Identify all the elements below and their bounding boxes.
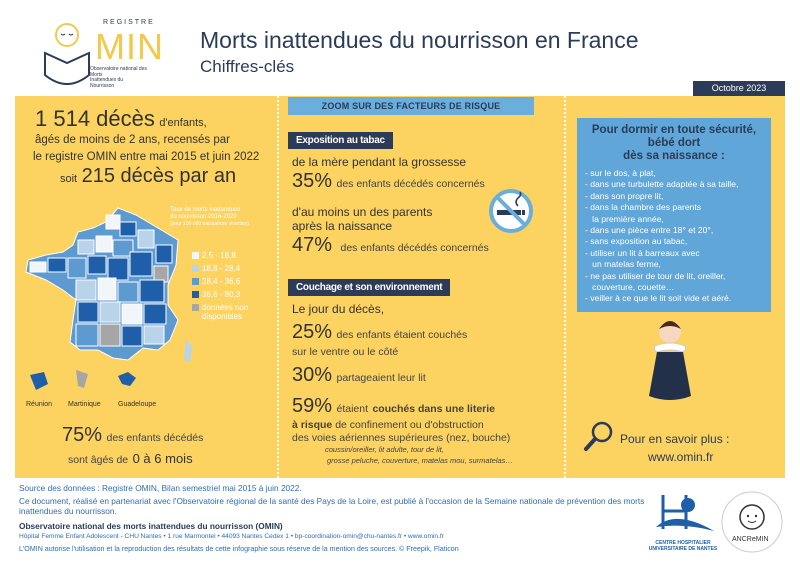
legend-item: données non disponibles — [192, 303, 272, 321]
stat-pct: 25% — [292, 321, 333, 343]
stat-pct: 59% — [292, 395, 333, 417]
page-subtitle: Chiffres-clés — [200, 57, 295, 76]
couchage-stat: 25% des enfants étaient couchés — [292, 322, 467, 344]
corsica — [184, 340, 192, 362]
section-couchage: Couchage et son environnement — [288, 279, 451, 296]
stat-text: partageaient leur lit — [336, 372, 426, 384]
no-smoking-icon — [489, 189, 533, 233]
stat-pct: 30% — [292, 364, 333, 386]
deaths-summary: 1 514 décès d'enfants, âgés de moins de … — [33, 106, 275, 188]
safe-sleep-tip: - dans une turbulette adaptée à sa taill… — [585, 179, 739, 190]
tabac-line: après la naissance — [292, 219, 393, 233]
territory-label: Réunion — [26, 401, 53, 408]
territory-label: Martinique — [68, 401, 101, 408]
age-pct: 75% — [62, 424, 103, 446]
stat-bold: à risque — [292, 419, 333, 431]
safe-sleep-tip: - veiller à ce que le lit soit vide et a… — [585, 293, 732, 304]
martinique — [76, 370, 88, 388]
safe-sleep-tip: couverture, couette… — [585, 282, 675, 293]
france-map — [25, 207, 192, 390]
safe-sleep-tip: - dans la chambre des parents — [585, 202, 702, 213]
source-note: Source des données : Registre OMIN, Bila… — [19, 483, 302, 493]
stat-pct: 47% — [292, 234, 333, 256]
safe-sleep-tip: - ne pas utiliser de tour de lit, oreill… — [585, 270, 726, 281]
org-address: Hôpital Femme Enfant Adolescent - CHU Na… — [19, 533, 444, 540]
omin-website-link[interactable]: www.omin.fr — [648, 450, 714, 464]
age-text: des enfants décédés — [106, 432, 204, 444]
tabac-line: de la mère pendant la grossesse — [292, 155, 467, 169]
tabac-stat: 35% des enfants décédés concernés — [292, 171, 485, 193]
stat-text: de confinement ou d'obstruction — [335, 419, 484, 431]
logo-registre: REGISTRE — [103, 19, 155, 26]
logo-name: MIN — [95, 26, 164, 67]
logo-subtitle: Observatoire national des Morts Inattendue… — [90, 66, 147, 89]
divider — [277, 96, 279, 478]
stat-text: étaient — [336, 403, 369, 415]
legend-item: 36,6 - 80,3 — [192, 290, 272, 299]
deaths-line: le registre OMIN entre mai 2015 et juin … — [33, 151, 260, 163]
age-range: 0 à 6 mois — [132, 451, 193, 466]
ancremin-logo: ANCReMIN — [720, 490, 784, 554]
deaths-number: 1 514 décès — [35, 106, 155, 131]
per-year-prefix: soit — [60, 173, 78, 185]
stat-text: des enfants décédés concernés — [336, 178, 485, 190]
legend-item: 2,5 - 18,8 — [192, 251, 272, 260]
org-name: Observatoire national des morts inattend… — [19, 521, 283, 531]
chu-nantes-logo: CENTRE HOSPITALIER UNIVERSITAIRE DE NANT… — [648, 493, 718, 553]
divider — [564, 96, 566, 478]
safe-sleep-tip: - dans une pièce entre 18° et 20°, — [585, 225, 714, 236]
per-year: 215 décès par an — [81, 165, 237, 187]
safe-sleep-box: Pour dormir en toute sécurité, bébé dort d… — [577, 118, 771, 312]
literie-examples: grosse peluche, couverture, matelas mou,… — [327, 456, 513, 465]
safe-sleep-tip: - utiliser un lit à barreaux avec — [585, 247, 700, 258]
couchage-line: sur le ventre ou le côté — [292, 346, 399, 358]
deaths-line: âgés de moins de 2 ans, recensés par — [35, 134, 230, 146]
stat-bold: couchés dans une literie — [372, 403, 496, 415]
partner-note: Ce document, réalisé en partenariat avec… — [19, 496, 645, 516]
more-info-label: Pour en savoir plus : — [620, 432, 730, 446]
legend-item: 18,8 - 28,4 — [192, 264, 272, 273]
risk-banner: ZOOM SUR DES FACTEURS DE RISQUE — [288, 97, 534, 115]
stat-text: des enfants décédés concernés — [340, 242, 489, 254]
age-stat: 75% des enfants décédés — [62, 425, 203, 446]
safe-sleep-tip: - sans exposition au tabac, — [585, 236, 688, 247]
safe-sleep-tip: - dans son propre lit, — [585, 190, 664, 201]
baby-logo-icon — [44, 23, 90, 85]
territory-label: Guadeloupe — [118, 401, 157, 408]
safe-sleep-title: Pour dormir en toute sécurité, bébé dort d… — [591, 124, 757, 162]
age-line2: sont âgés de 0 à 6 mois — [68, 451, 193, 467]
map-legend-title: Taux de morts inattendues du nourrisson 2… — [170, 207, 249, 227]
rights-note: L'OMIN autorise l'utilisation et la repr… — [19, 545, 459, 553]
couchage-stat: 59% étaient couchés dans une literie — [292, 396, 495, 418]
age-prefix: sont âgés de — [68, 454, 129, 466]
guadeloupe — [118, 372, 136, 386]
omin-logo: REGISTRE MIN Observatoire national des Mo… — [35, 15, 195, 88]
tabac-stat: 47% des enfants décédés concernés — [292, 235, 489, 257]
page-title: Morts inattendues du nourrisson en Franc… — [200, 27, 639, 53]
magnifier-icon — [584, 421, 613, 451]
tabac-line: d'au moins un des parents — [292, 205, 433, 219]
ancremin-baby-icon — [721, 491, 783, 553]
date-badge: Octobre 2023 — [693, 81, 785, 96]
legend-item: 28,4 - 36,6 — [192, 277, 272, 286]
literie-examples: coussin/oreiller, lit adulte, tour de li… — [325, 445, 444, 454]
reunion — [30, 372, 48, 390]
safe-sleep-tip: - sur le dos, à plat, — [585, 168, 656, 178]
couchage-line: à risque de confinement ou d'obstruction — [292, 419, 484, 431]
deaths-suffix: d'enfants, — [159, 117, 207, 129]
stat-text: des enfants étaient couchés — [336, 329, 468, 341]
couchage-line: des voies aériennes supérieures (nez, bo… — [292, 432, 511, 444]
section-tabac: Exposition au tabac — [288, 132, 393, 149]
stat-pct: 35% — [292, 170, 333, 192]
safe-sleep-tips: - sur le dos, à plat, - dans une turbulet… — [585, 168, 763, 305]
chu-logo-icon — [656, 495, 714, 531]
safe-sleep-tip: un matelas ferme, — [585, 259, 661, 270]
baby-illustration — [649, 321, 691, 400]
couchage-intro: Le jour du décès, — [292, 302, 385, 316]
couchage-stat: 30% partageaient leur lit — [292, 365, 426, 387]
map-legend: 2,5 - 18,8 18,8 - 28,4 28,4 - 36,6 36,6 … — [192, 251, 272, 325]
safe-sleep-tip: la première année, — [585, 213, 664, 224]
